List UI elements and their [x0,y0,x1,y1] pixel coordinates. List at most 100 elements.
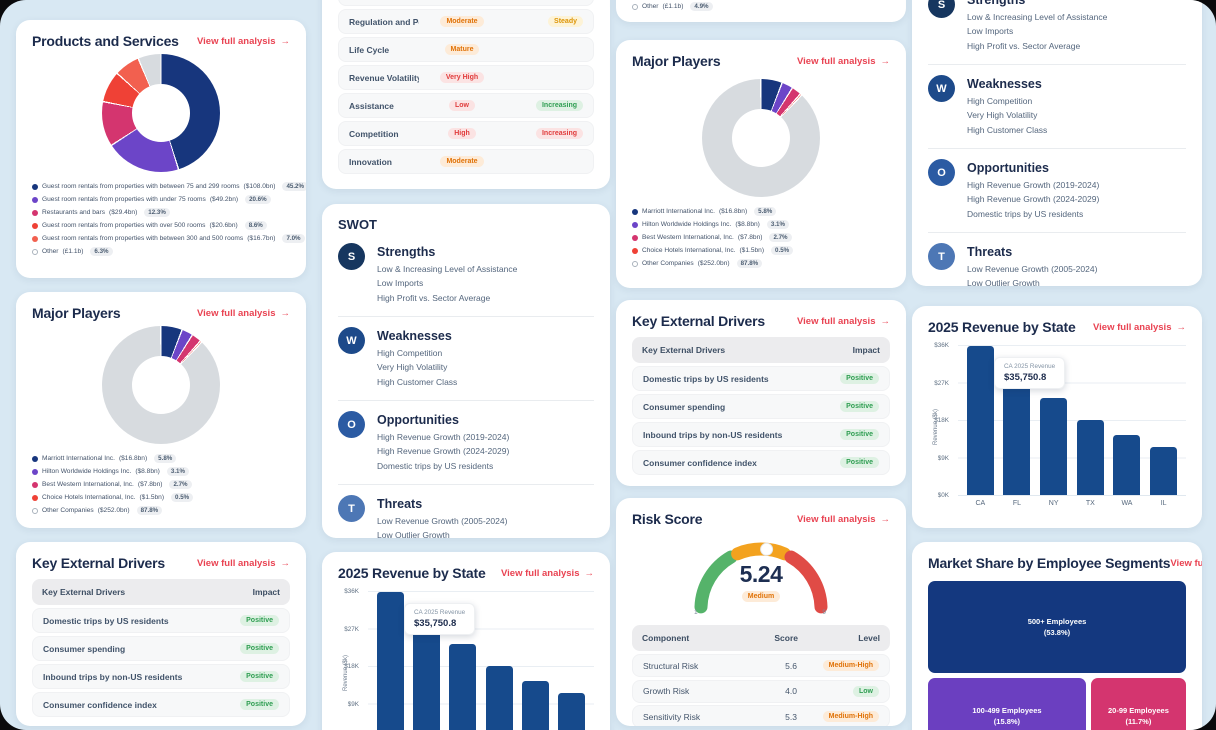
risk-level-zone: Medium-High [803,711,879,722]
swot-item: Very High Volatility [967,110,1038,120]
legend-item: Restaurants and bars ($29.4bn) 12.3% [32,208,290,217]
view-full-analysis-link[interactable]: View full analysis→ [501,568,594,579]
swot-letter-badge: S [338,243,365,270]
status-badge: Positive [240,643,279,654]
legend-item: Choice Hotels International, Inc. ($1.5bn… [32,493,290,502]
swot-item: High Profit vs. Sector Average [967,40,1081,51]
legend-label: Guest room rentals from properties with … [42,196,206,203]
swot-item: Low Outlier Growth [377,530,450,538]
arrow-right-icon: → [880,315,891,327]
tooltip-value: $35,750.8 [414,618,457,629]
header-impact: Impact [252,587,280,597]
row-label-link[interactable]: Inbound trips by non-US residents [43,671,183,682]
swot-heading: Strengths [967,0,1026,7]
plot-area: CA 2025 Revenue $35,750.8 [368,591,594,730]
view-full-analysis-link[interactable]: View full analysis→ [797,56,890,67]
y-axis: $36K $27K $18K $9K $0K [928,342,954,499]
view-link-label: View full analysis [196,35,276,47]
view-full-analysis-link[interactable]: View full analysis→ [197,36,290,47]
legend-amount: ($252.0bn) [97,507,130,514]
table-row [338,0,594,6]
row-label-link[interactable]: Consumer spending [643,401,726,412]
legend-item: Best Western International, Inc. ($7.8bn)… [32,480,290,489]
legend-dot [32,209,38,216]
chart-tooltip: CA 2025 Revenue $35,750.8 [994,357,1066,389]
legend-amount: ($1.5bn) [739,247,765,254]
view-full-analysis-link[interactable]: View full analysis→ [1170,558,1202,569]
swot-sections: S Strengths Low & Increasing Level of Assi… [338,236,594,538]
row-label-link[interactable]: Consumer confidence index [43,699,157,710]
legend-dot [632,234,638,241]
legend-amount: ($29.4bn) [109,209,138,216]
row-label-link[interactable]: Life Cycle [349,44,390,55]
row-label-link[interactable]: Domestic trips by US residents [43,615,169,626]
drivers-table-header: Key External Drivers Impact [32,579,290,605]
bar [1076,420,1104,495]
row-label-link[interactable]: Innovation [349,156,392,167]
row-label-link[interactable]: Competition [349,128,399,139]
view-full-analysis-link[interactable]: View full analysis→ [797,514,890,525]
legend-amount: (£1.1b) [62,248,84,255]
bars [958,345,1186,495]
treemap-segment-100-499: 100-499 Employees (15.8%) [928,678,1086,730]
legend-label: Hilton Worldwide Holdings Inc. [42,468,132,475]
bar [412,624,440,730]
partial-legend-card: Other (£1.1b) 4.9% [616,0,906,22]
swot-item: Low & Increasing Level of Assistance [377,263,518,274]
gauge-green-arc [694,550,738,614]
bar [1040,397,1068,495]
legend-dot [632,247,638,254]
legend-item: Hilton Worldwide Holdings Inc. ($8.8bn) 3.… [32,467,290,476]
view-full-analysis-link[interactable]: View full analysis→ [197,558,290,569]
legend-item: Hilton Worldwide Holdings Inc. ($8.8bn) 3.… [632,220,890,229]
legend-item: Choice Hotels International, Inc. ($1.5bn… [632,246,890,255]
legend-dot [632,221,638,228]
swot-item: High Competition [377,347,443,358]
view-full-analysis-link[interactable]: View full analysis→ [197,308,290,319]
row-label-link[interactable]: Domestic trips by US residents [643,373,769,384]
swot-card-1: SWOT S Strengths Low & Increasing Level of… [322,204,610,538]
swot-section-weaknesses: W Weaknesses High Competition Very High Vol… [338,320,594,397]
risk-table-header: Component Score Level [632,625,890,651]
x-axis-labels: CA FL NY TX WA IL [958,500,1186,507]
major-players-donut-chart [702,79,820,197]
drivers-table-header: Key External Drivers Impact [632,337,890,363]
row-label-link[interactable]: Consumer spending [43,643,126,654]
risk-level-zone: Medium-High [803,660,879,671]
legend-label: Guest room rentals from properties with … [42,222,206,229]
market-share-card: Market Share by Employee Segments View f… [912,542,1202,730]
swot-letter-badge: T [338,495,365,522]
view-link-label: View full analysis [500,567,580,579]
view-link-label: View full analysis [1092,321,1172,333]
view-full-analysis-link[interactable]: View full analysis→ [1093,322,1186,333]
impact-zone: Positive [201,671,279,682]
status-badge: Positive [840,373,879,384]
bar [558,692,586,730]
bar [449,643,477,730]
arrow-right-icon: → [280,307,291,319]
legend-item: Guest room rentals from properties with … [32,195,290,204]
swot-item: Low Revenue Growth (2005-2024) [377,515,508,526]
rating-zone: High [419,128,505,139]
card-title: SWOT [338,217,377,232]
row-label-link[interactable]: Inbound trips by non-US residents [643,429,783,440]
status-badge: Positive [840,457,879,468]
swot-heading: Strengths [377,245,436,259]
x-axis-tick-label: IL [1160,500,1167,507]
row-label-link[interactable]: Regulation and Policy [349,16,419,27]
major-players-card-2: Major Players View full analysis → Marrio… [616,40,906,288]
swot-item: High Revenue Growth (2019-2024) [967,179,1100,190]
swot-heading: Threats [967,245,1013,259]
row-label-link[interactable]: Assistance [349,100,394,111]
status-badge: Increasing [535,100,583,111]
table-row: Inbound trips by non-US residents Positiv… [632,422,890,447]
status-badge: High [448,128,476,139]
row-label-link[interactable]: Consumer confidence index [643,457,757,468]
impact-zone: Positive [801,457,879,468]
legend-dot [32,468,38,475]
view-full-analysis-link[interactable]: View full analysis→ [797,316,890,327]
risk-component: Structural Risk [643,660,699,671]
impact-zone: Positive [201,643,279,654]
trend-zone: Steady [505,16,583,27]
row-label-link[interactable]: Revenue Volatility [349,72,419,83]
